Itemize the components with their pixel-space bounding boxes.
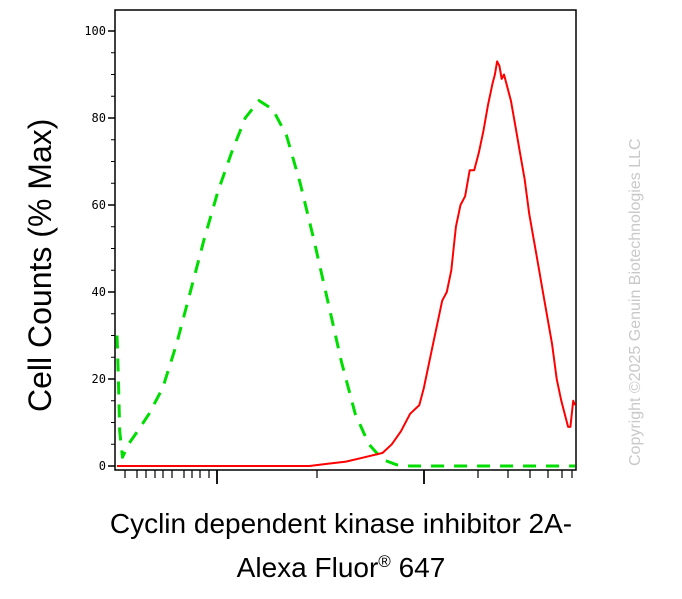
y-tick-label: 20	[92, 372, 106, 386]
x-axis-title-main: Alexa Fluor	[236, 552, 379, 583]
x-axis-title-end: 647	[390, 552, 446, 583]
y-tick-label: 0	[99, 459, 106, 473]
plot-frame	[114, 9, 577, 471]
x-axis	[124, 470, 573, 484]
y-axis-title: Cell Counts (% Max)	[22, 118, 58, 412]
x-axis-title-line2: Alexa Fluor® 647	[0, 552, 682, 584]
y-tick-label: 60	[92, 198, 106, 212]
registered-mark: ®	[378, 552, 391, 571]
series-layer	[115, 60, 576, 468]
stained-histogram-line	[117, 60, 576, 467]
x-axis-title-line1: Cyclin dependent kinase inhibitor 2A-	[109, 508, 573, 539]
y-tick-label: 100	[84, 24, 106, 38]
y-tick-label: 80	[92, 111, 106, 125]
copyright-watermark: Copyright ©2025 Genuin Biotechnologies L…	[627, 138, 644, 466]
y-axis: 0 20 40 60 80 100	[84, 24, 115, 473]
control-histogram-line	[115, 99, 575, 468]
y-tick-label: 40	[92, 285, 106, 299]
